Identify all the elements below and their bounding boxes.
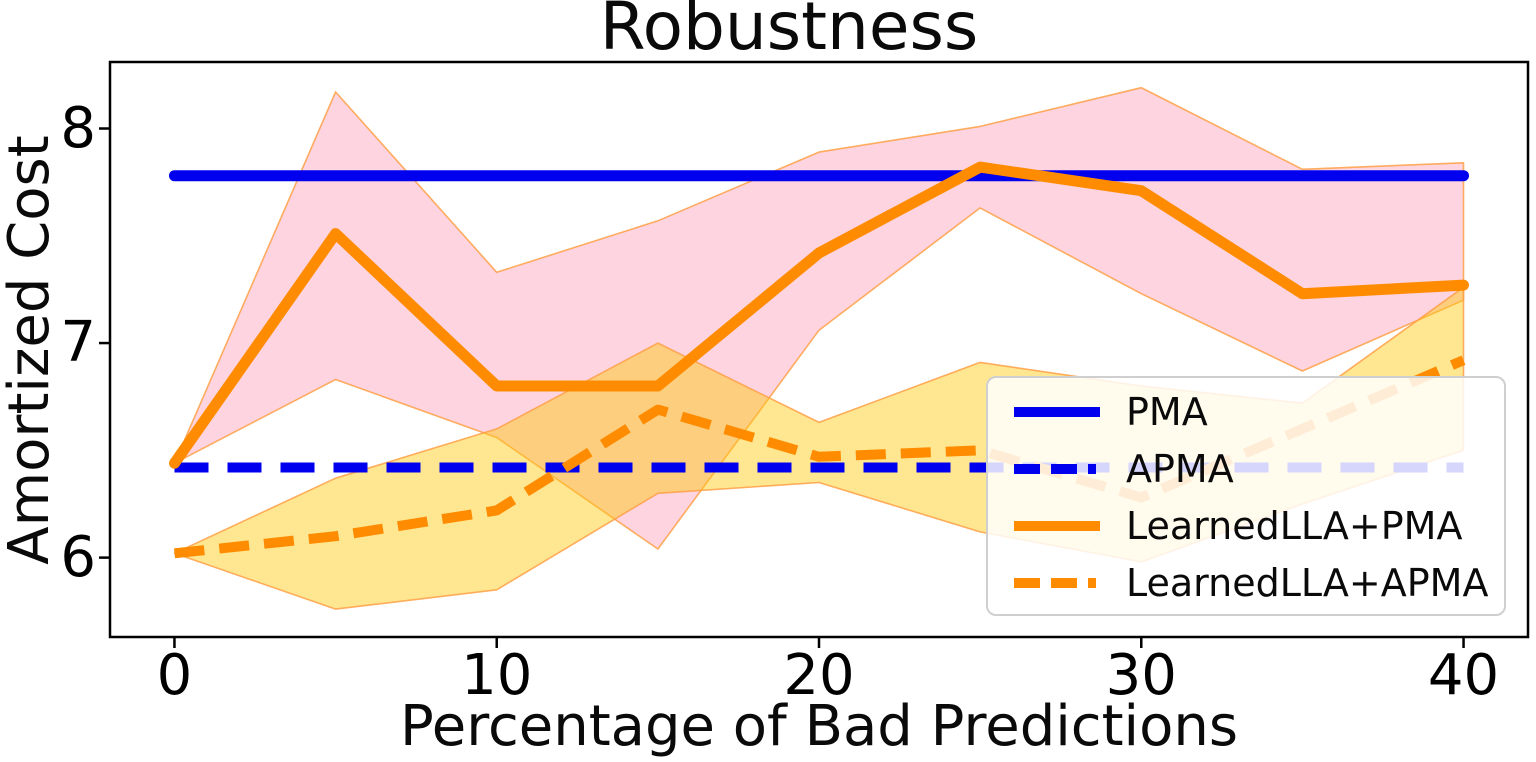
- legend-label: LearnedLLA+APMA: [1126, 560, 1489, 605]
- legend-row-learnedlla-apma: LearnedLLA+APMA: [1014, 554, 1504, 611]
- y-tick-label-7: 7: [60, 310, 96, 376]
- y-tick-label-8: 8: [60, 95, 96, 161]
- legend: PMA APMA LearnedLLA+PMA LearnedLLA+APMA: [986, 376, 1506, 616]
- legend-row-pma: PMA: [1014, 383, 1504, 440]
- legend-label: PMA: [1126, 389, 1208, 434]
- chart-title: Robustness: [599, 0, 979, 65]
- x-tick-label-30: 30: [1105, 643, 1177, 708]
- legend-label: LearnedLLA+PMA: [1126, 503, 1463, 548]
- legend-label: APMA: [1126, 446, 1234, 491]
- x-tick-label-20: 20: [783, 643, 855, 708]
- dashed-line-swatch-icon: [1014, 577, 1100, 588]
- x-tick-label-10: 10: [461, 643, 533, 708]
- x-tick-label-40: 40: [1427, 643, 1500, 708]
- legend-row-apma: APMA: [1014, 440, 1504, 497]
- dashed-line-swatch-icon: [1014, 463, 1100, 474]
- solid-line-swatch-icon: [1014, 406, 1100, 417]
- solid-line-swatch-icon: [1014, 520, 1100, 531]
- confidence-band-learnedlla-pma: [173, 86, 1465, 550]
- legend-row-learnedlla-pma: LearnedLLA+PMA: [1014, 497, 1504, 554]
- series-line-learnedlla-pma: [169, 161, 1469, 469]
- x-tick-label-0: 0: [156, 643, 193, 708]
- x-axis-label: Percentage of Bad Predictions: [399, 694, 1239, 759]
- y-tick-label-6: 6: [60, 524, 96, 590]
